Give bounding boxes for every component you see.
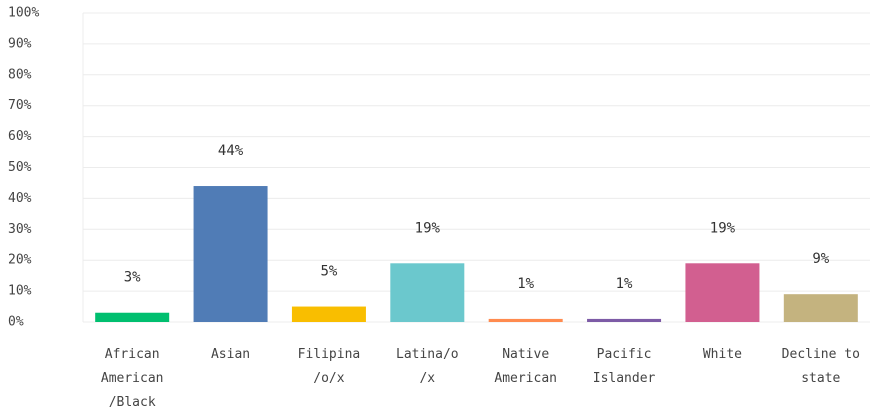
bar xyxy=(587,318,662,322)
value-label: 3% xyxy=(124,270,141,286)
bar xyxy=(291,306,366,322)
bar xyxy=(95,312,170,322)
y-tick-label: 0% xyxy=(8,315,24,330)
y-tick-label: 70% xyxy=(8,98,32,113)
value-label: 1% xyxy=(517,276,534,292)
y-tick-label: 20% xyxy=(8,253,32,268)
value-label: 44% xyxy=(218,143,244,159)
x-tick-label: Decline to state xyxy=(781,347,860,386)
x-tick-label: Native American xyxy=(494,347,557,386)
x-tick-label: Asian xyxy=(210,347,251,362)
bar xyxy=(390,263,465,322)
bar xyxy=(193,186,268,322)
x-tick-label: Latina/o /x xyxy=(396,347,459,386)
x-tick-label: Filipina /o/x xyxy=(297,347,361,386)
value-label: 19% xyxy=(415,220,441,236)
bar xyxy=(783,294,858,322)
y-tick-label: 60% xyxy=(8,129,32,144)
y-tick-label: 30% xyxy=(8,222,32,237)
x-tick-label: Pacific Islander xyxy=(592,347,656,386)
x-tick-label: White xyxy=(702,347,742,362)
y-tick-label: 100% xyxy=(8,6,39,21)
x-tick-label: African American /Black xyxy=(100,347,164,410)
y-tick-label: 80% xyxy=(8,67,32,82)
bar xyxy=(488,318,563,322)
value-label: 5% xyxy=(321,264,338,280)
y-tick-label: 10% xyxy=(8,284,32,299)
value-label: 19% xyxy=(710,220,736,236)
value-label: 1% xyxy=(616,276,633,292)
y-tick-label: 90% xyxy=(8,36,32,51)
y-tick-label: 40% xyxy=(8,191,32,206)
bar xyxy=(685,263,760,322)
y-tick-label: 50% xyxy=(8,160,32,175)
value-label: 9% xyxy=(812,251,829,267)
